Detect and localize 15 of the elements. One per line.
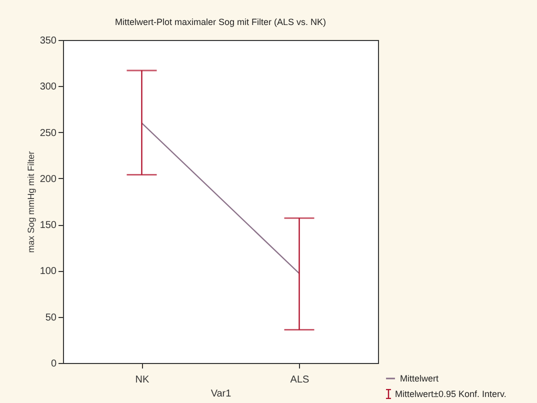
- x-axis-title: Var1: [210, 388, 232, 400]
- y-tick-label: 350: [40, 36, 57, 46]
- text: Mittelwert±0.95 Konf. Interv.: [395, 389, 506, 399]
- y-axis-title: max Sog mmHg mit Filter: [26, 151, 36, 253]
- y-tick-label: 100: [40, 266, 57, 278]
- y-tick-label: 150: [40, 220, 57, 232]
- x-tick-label: NK: [135, 374, 150, 386]
- y-tick-label: 200: [40, 174, 57, 185]
- y-tick-label: 300: [40, 82, 57, 93]
- y-tick-label: 0: [50, 358, 57, 370]
- legend-label: Mittelwert: [400, 374, 440, 384]
- x-tick-label: ALS: [290, 374, 310, 386]
- y-tick-label: 50: [45, 312, 57, 324]
- chart-title: Mittelwert-Plot maximaler Sog mit Filter (ALS vs. NK): [114, 17, 326, 27]
- y-tick-label: 250: [40, 128, 57, 139]
